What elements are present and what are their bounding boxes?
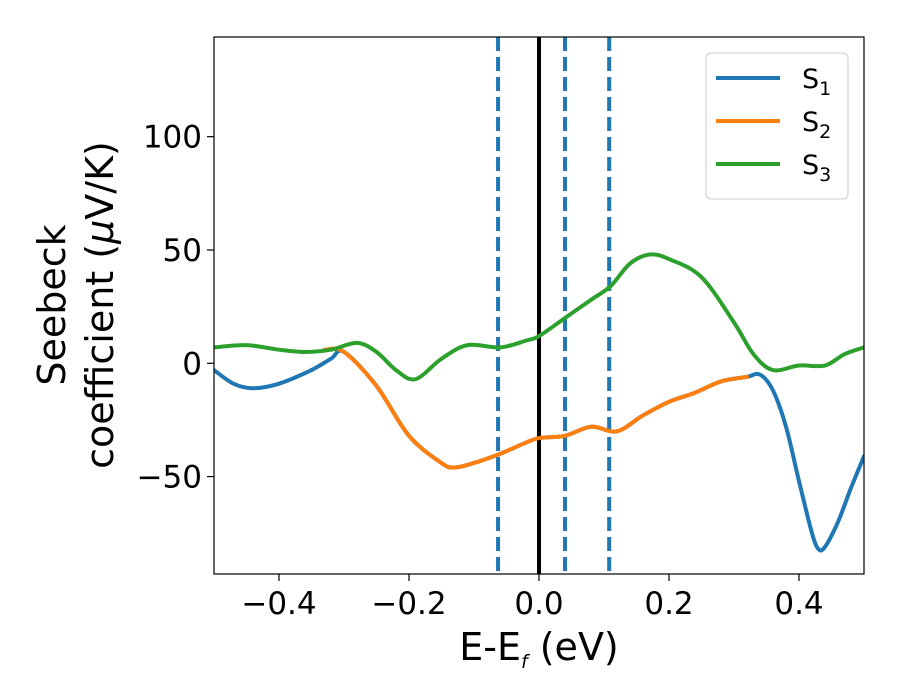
x-tick-label: −0.2 [371, 586, 446, 622]
x-tick-label: 0.2 [644, 586, 693, 622]
x-tick-label: 0.4 [774, 586, 823, 622]
x-tick-label: 0.0 [514, 586, 563, 622]
y-tick-label: −50 [137, 460, 202, 496]
legend-label-S2: S2 [802, 107, 831, 143]
legend-label-S3: S3 [802, 150, 831, 186]
series-line-S3 [214, 252, 864, 382]
x-axis: −0.4 −0.2 0.0 0.2 0.4 [241, 574, 824, 622]
x-tick-label: −0.4 [241, 586, 316, 622]
vertical-lines [496, 37, 612, 574]
y-tick-label: 100 [143, 120, 202, 156]
y-axis-title-line1: Seebeck [30, 224, 74, 385]
x-axis-title: E-Ef (eV) [459, 625, 619, 673]
legend-label-S1: S1 [802, 64, 831, 100]
y-axis-title: Seebeck coefficient (μV/K) [30, 141, 122, 469]
y-tick-label: 0 [182, 346, 202, 382]
y-tick-label: 50 [163, 233, 202, 269]
series-line-S2 [322, 346, 749, 470]
y-axis-title-line2: coefficient (μV/K) [78, 141, 122, 469]
y-axis: −50 0 50 100 [137, 120, 214, 496]
legend: S1 S2 S3 [705, 52, 849, 200]
series-lines [214, 252, 864, 553]
